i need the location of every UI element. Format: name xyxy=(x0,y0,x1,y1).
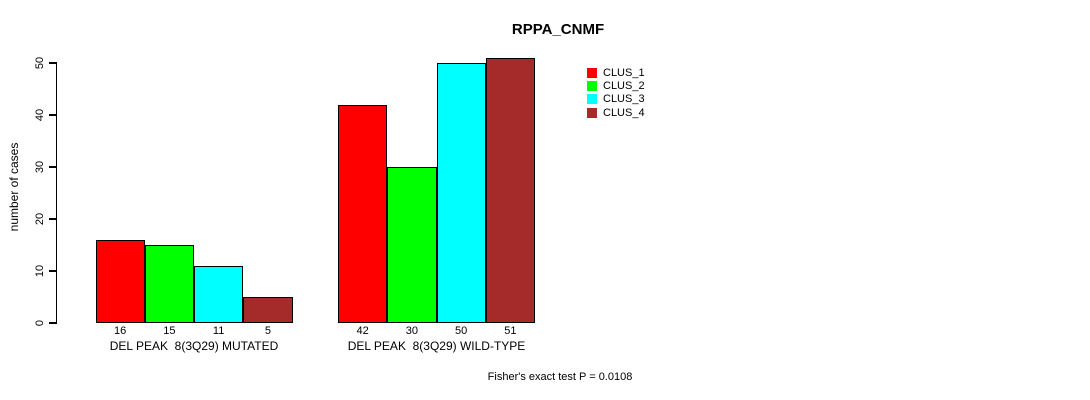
y-axis-label: number of cases xyxy=(7,142,21,232)
legend-label: CLUS_2 xyxy=(603,80,645,93)
fisher-test-annotation: Fisher's exact test P = 0.0108 xyxy=(487,371,633,383)
bar-value-label: 50 xyxy=(455,325,468,337)
y-tick-label: 40 xyxy=(34,108,46,122)
y-tick-label: 10 xyxy=(34,264,46,278)
bar-clus_3-group1 xyxy=(194,265,244,323)
bar-value-label: 42 xyxy=(356,325,369,337)
bar-clus_2-group2 xyxy=(387,167,437,323)
legend-color-swatch xyxy=(587,94,597,105)
bar-value-label: 5 xyxy=(264,325,271,337)
bar-clus_4-group1 xyxy=(243,297,293,323)
y-tick-mark xyxy=(48,322,56,324)
x-group-label: DEL PEAK 8(3Q29) WILD-TYPE xyxy=(347,339,526,353)
legend-color-swatch xyxy=(587,81,597,92)
legend: CLUS_1 CLUS_2 CLUS_3 CLUS_4 xyxy=(587,66,645,120)
legend-color-swatch xyxy=(587,67,597,78)
bar-clus_2-group1 xyxy=(144,245,194,323)
y-tick-label: 0 xyxy=(34,319,46,327)
bar-value-label: 51 xyxy=(504,325,517,337)
y-tick-label: 20 xyxy=(34,212,46,226)
y-axis-line xyxy=(55,62,57,324)
bar-clus_1-group2 xyxy=(338,104,388,323)
legend-item-clus_4: CLUS_4 xyxy=(587,106,645,119)
y-tick-mark xyxy=(48,166,56,168)
bar-clus_3-group2 xyxy=(436,63,486,323)
bar-value-label: 30 xyxy=(405,325,418,337)
legend-item-clus_3: CLUS_3 xyxy=(587,93,645,106)
legend-label: CLUS_1 xyxy=(603,66,645,79)
bar-clus_1-group1 xyxy=(95,239,145,323)
legend-label: CLUS_4 xyxy=(603,106,645,119)
legend-item-clus_2: CLUS_2 xyxy=(587,79,645,92)
bar-clus_4-group2 xyxy=(485,57,535,323)
legend-color-swatch xyxy=(587,107,597,118)
y-tick-mark xyxy=(48,218,56,220)
x-group-label: DEL PEAK 8(3Q29) MUTATED xyxy=(109,339,279,353)
legend-item-clus_1: CLUS_1 xyxy=(587,66,645,79)
y-tick-mark xyxy=(48,114,56,116)
bar-value-label: 16 xyxy=(114,325,127,337)
bar-value-label: 11 xyxy=(212,325,225,337)
y-tick-label: 50 xyxy=(34,56,46,70)
chart-title: RPPA_CNMF xyxy=(511,21,605,38)
y-tick-mark xyxy=(48,270,56,272)
y-tick-label: 30 xyxy=(34,160,46,174)
bar-value-label: 15 xyxy=(163,325,176,337)
y-tick-mark xyxy=(48,62,56,64)
legend-label: CLUS_3 xyxy=(603,93,645,106)
